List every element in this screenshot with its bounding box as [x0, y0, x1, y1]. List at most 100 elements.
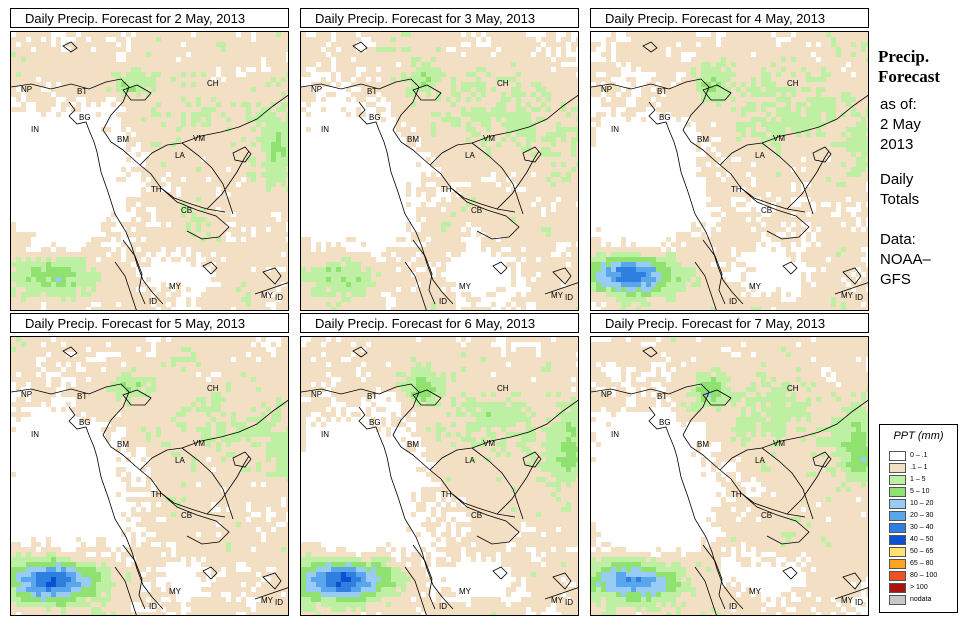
country-label-la: LA [175, 456, 185, 465]
country-label-vm: VM [483, 439, 495, 448]
precip-map: NP BT IN BG BM CH VM LA TH CB MY ID MY ID [10, 31, 289, 311]
legend-swatch [889, 559, 906, 569]
precip-grid [11, 337, 289, 616]
country-label-vm: VM [193, 439, 205, 448]
legend-title: PPT (mm) [880, 430, 957, 443]
legend-label: 1 – 5 [910, 475, 926, 485]
country-label-my-extra: MY [551, 596, 564, 605]
country-label-bm: BM [697, 135, 709, 144]
forecast-panel-day-1: Daily Precip. Forecast for 2 May, 2013 NP… [10, 8, 289, 311]
country-label-my: MY [749, 282, 762, 291]
data-source-block: Data: NOAA– GFS [880, 230, 931, 290]
country-label-bt: BT [77, 392, 87, 401]
precip-grid [301, 32, 579, 311]
country-label-id-extra: ID [275, 598, 283, 607]
country-label-bm: BM [117, 440, 129, 449]
country-label-id: ID [729, 602, 737, 611]
forecast-panel-day-3: Daily Precip. Forecast for 4 May, 2013 NP… [590, 8, 869, 311]
country-label-cb: CB [471, 511, 482, 520]
country-label-my: MY [459, 282, 472, 291]
country-label-bm: BM [407, 440, 419, 449]
legend-swatch [889, 475, 906, 485]
legend-swatch [889, 511, 906, 521]
totals-line1: Daily [880, 170, 919, 190]
country-label-bg: BG [369, 418, 381, 427]
as-of-block: as of: 2 May 2013 [880, 95, 921, 155]
panel-title: Daily Precip. Forecast for 4 May, 2013 [590, 8, 869, 28]
country-label-id-extra: ID [275, 293, 283, 302]
precip-map: NP BT IN BG BM CH VM LA TH CB MY ID MY ID [590, 336, 869, 616]
country-label-la: LA [465, 456, 475, 465]
country-label-th: TH [731, 185, 742, 194]
data-source-line3: GFS [880, 270, 931, 290]
country-label-id: ID [439, 602, 447, 611]
country-label-th: TH [441, 490, 452, 499]
country-label-bt: BT [657, 392, 667, 401]
country-label-th: TH [441, 185, 452, 194]
country-label-bg: BG [659, 113, 671, 122]
data-source-line1: Data: [880, 230, 931, 250]
legend-swatch [889, 451, 906, 461]
forecast-panel-day-2: Daily Precip. Forecast for 3 May, 2013 NP… [300, 8, 579, 311]
country-label-my-extra: MY [551, 291, 564, 300]
legend-swatch [889, 547, 906, 557]
country-label-cb: CB [181, 206, 192, 215]
country-label-id-extra: ID [855, 598, 863, 607]
country-label-ch: CH [787, 79, 799, 88]
country-label-ch: CH [207, 79, 219, 88]
country-label-bt: BT [77, 87, 87, 96]
precip-map: NP BT IN BG BM CH VM LA TH CB MY ID MY ID [300, 336, 579, 616]
panel-title: Daily Precip. Forecast for 2 May, 2013 [10, 8, 289, 28]
legend-swatch [889, 583, 906, 593]
country-label-la: LA [755, 456, 765, 465]
country-label-in: IN [31, 430, 39, 439]
country-label-bg: BG [659, 418, 671, 427]
country-label-np: NP [601, 85, 612, 94]
country-label-ch: CH [497, 384, 509, 393]
legend-label: nodata [910, 595, 931, 605]
legend-label: 20 – 30 [910, 511, 933, 521]
country-label-id: ID [149, 602, 157, 611]
legend-swatch [889, 499, 906, 509]
totals-line2: Totals [880, 190, 919, 210]
precip-grid [11, 32, 289, 311]
country-label-np: NP [311, 85, 322, 94]
country-label-id: ID [149, 297, 157, 306]
country-label-la: LA [465, 151, 475, 160]
country-label-my-extra: MY [261, 291, 274, 300]
panel-title: Daily Precip. Forecast for 3 May, 2013 [300, 8, 579, 28]
country-label-bm: BM [697, 440, 709, 449]
country-label-cb: CB [761, 206, 772, 215]
forecast-panel-day-5: Daily Precip. Forecast for 6 May, 2013 NP… [300, 313, 579, 616]
country-label-la: LA [175, 151, 185, 160]
as-of-date-line2: 2013 [880, 135, 921, 155]
precip-grid [591, 337, 869, 616]
legend-swatch [889, 595, 906, 605]
precip-grid [591, 32, 869, 311]
panel-title: Daily Precip. Forecast for 6 May, 2013 [300, 313, 579, 333]
country-label-bm: BM [117, 135, 129, 144]
country-label-bg: BG [79, 113, 91, 122]
country-label-id: ID [729, 297, 737, 306]
legend-label: 0 – .1 [910, 451, 928, 461]
legend-swatch [889, 571, 906, 581]
precip-grid [301, 337, 579, 616]
country-label-in: IN [321, 125, 329, 134]
country-label-vm: VM [483, 134, 495, 143]
country-label-vm: VM [773, 439, 785, 448]
country-label-np: NP [21, 390, 32, 399]
country-label-bm: BM [407, 135, 419, 144]
legend-label: 10 – 20 [910, 499, 933, 509]
country-label-la: LA [755, 151, 765, 160]
legend-label: 65 – 80 [910, 559, 933, 569]
legend-label: .1 – 1 [910, 463, 928, 473]
country-label-vm: VM [193, 134, 205, 143]
country-label-bg: BG [79, 418, 91, 427]
country-label-in: IN [321, 430, 329, 439]
country-label-in: IN [611, 125, 619, 134]
legend-label: 30 – 40 [910, 523, 933, 533]
country-label-ch: CH [207, 384, 219, 393]
country-label-cb: CB [761, 511, 772, 520]
legend-label: 5 – 10 [910, 487, 929, 497]
country-label-my: MY [169, 587, 182, 596]
